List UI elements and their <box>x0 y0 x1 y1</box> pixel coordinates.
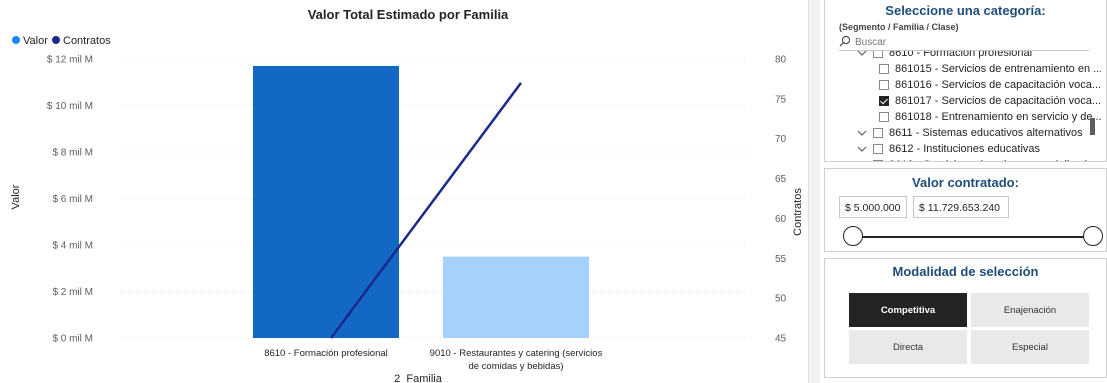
y-axis-ticks: $ 0 mil M $ 2 mil M $ 4 mil M $ 6 mil M $ 8 … <box>47 55 93 345</box>
checkbox[interactable] <box>879 80 889 90</box>
search-box[interactable] <box>839 35 1089 51</box>
checkbox[interactable] <box>879 112 889 122</box>
tile-especial[interactable]: Especial <box>971 330 1089 364</box>
min-value-input[interactable]: $ 5.000.000 <box>839 196 907 218</box>
x-axis-title: 2_Familia <box>394 373 443 383</box>
tile-directa[interactable]: Directa <box>849 330 967 364</box>
y-tick-label: $ 10 mil M <box>47 101 93 112</box>
category-slicer[interactable]: Seleccione una categoría: (Segmento / Fa… <box>824 0 1107 162</box>
panel-divider <box>808 0 820 383</box>
x-tick-label: de comidas y bebidas) <box>468 361 563 372</box>
value-slicer[interactable]: Valor contratado: $ 5.000.000 $ 11.729.6… <box>824 168 1107 252</box>
checkbox[interactable] <box>879 64 889 74</box>
y2-tick-label: 70 <box>775 134 787 145</box>
legend[interactable]: Valor Contratos <box>12 35 111 47</box>
x-axis-ticks: 8610 - Formación profesional 9010 - Resta… <box>264 348 602 372</box>
value-slicer-title: Valor contratado: <box>912 175 1019 190</box>
bar-valor[interactable] <box>253 65 399 338</box>
y2-tick-label: 60 <box>775 214 787 225</box>
tree-item-label: 861017 - Servicios de capacitación voca.… <box>895 95 1101 107</box>
tree-item[interactable]: 861015 - Servicios de entrenamiento en .… <box>879 61 1101 77</box>
legend-marker-valor <box>12 36 20 44</box>
legend-marker-contratos <box>52 36 60 44</box>
y2-tick-label: 50 <box>775 294 787 305</box>
bars[interactable] <box>253 65 589 338</box>
checkbox[interactable] <box>873 160 883 161</box>
chart-visual[interactable]: Valor Total Estimado por Familia Valor C… <box>0 0 808 383</box>
tree-item-label: 861015 - Servicios de entrenamiento en .… <box>895 63 1101 75</box>
y-tick-label: $ 2 mil M <box>52 287 93 298</box>
tree-item[interactable]: 861016 - Servicios de capacitación voca.… <box>879 77 1101 93</box>
tree-item-label: 8610 - Formación profesional <box>889 51 1033 59</box>
tree-item-label: 861016 - Servicios de capacitación voca.… <box>895 79 1101 91</box>
category-tree[interactable]: 8610 - Formación profesional 861015 - Ser… <box>839 51 1101 161</box>
tree-item[interactable]: 8611 - Sistemas educativos alternativos <box>857 125 1083 141</box>
y-tick-label: $ 6 mil M <box>52 194 93 205</box>
tree-item[interactable]: 861018 - Entrenamiento en servicio y de.… <box>879 109 1101 125</box>
y2-tick-label: 65 <box>775 174 787 185</box>
range-max-handle[interactable] <box>1083 226 1103 246</box>
modality-slicer-title: Modalidad de selección <box>892 264 1039 279</box>
y2-tick-label: 75 <box>775 94 787 105</box>
category-slicer-subtitle: (Segmento / Familia / Clase) <box>839 22 959 32</box>
y-axis-title: Valor <box>10 184 22 209</box>
chart-svg: Valor Total Estimado por Familia Valor C… <box>10 7 804 383</box>
tree-item[interactable]: 861017 - Servicios de capacitación voca.… <box>879 93 1101 109</box>
contratos-line[interactable] <box>329 82 523 339</box>
y-tick-label: $ 12 mil M <box>47 55 93 66</box>
range-min-handle[interactable] <box>843 226 863 246</box>
max-value-input[interactable]: $ 11.729.653.240 <box>913 196 1009 218</box>
tile-enajenacion[interactable]: Enajenación <box>971 293 1089 327</box>
gridlines <box>120 58 748 339</box>
y-tick-label: $ 0 mil M <box>52 334 93 345</box>
x-tick-label: 8610 - Formación profesional <box>264 348 388 359</box>
checkbox[interactable] <box>879 96 889 106</box>
tree-item-label: 8611 - Sistemas educativos alternativos <box>889 127 1083 139</box>
tile-competitiva[interactable]: Competitiva <box>849 293 967 327</box>
range-track[interactable] <box>859 236 1099 238</box>
tree-scrollbar[interactable] <box>1090 118 1095 135</box>
checkbox[interactable] <box>873 128 883 138</box>
y2-tick-label: 80 <box>775 55 787 66</box>
line-contratos[interactable] <box>329 82 523 339</box>
y2-tick-label: 45 <box>775 334 787 345</box>
legend-label-valor[interactable]: Valor <box>23 35 48 47</box>
chevron-down-icon[interactable] <box>857 51 867 58</box>
y2-tick-label: 55 <box>775 254 787 265</box>
tree-item[interactable]: 8610 - Formación profesional <box>857 51 1032 61</box>
modality-slicer[interactable]: Modalidad de selección Competitiva Enaje… <box>824 258 1107 378</box>
legend-label-contratos[interactable]: Contratos <box>63 35 111 47</box>
x-tick-label: 9010 - Restaurantes y catering (servicio… <box>430 348 603 359</box>
chevron-down-icon[interactable] <box>857 144 867 154</box>
search-icon <box>839 35 851 47</box>
bar-valor[interactable] <box>443 256 589 338</box>
tree-item[interactable]: 8612 - Instituciones educativas <box>857 141 1040 157</box>
tree-item-label: 8612 - Instituciones educativas <box>889 143 1041 155</box>
checkbox[interactable] <box>873 51 883 58</box>
chart-title: Valor Total Estimado por Familia <box>308 7 509 22</box>
chevron-down-icon[interactable] <box>857 160 867 161</box>
y-tick-label: $ 4 mil M <box>52 241 93 252</box>
checkbox[interactable] <box>873 144 883 154</box>
tree-item-label: 861018 - Entrenamiento en servicio y de.… <box>895 111 1101 123</box>
y-tick-label: $ 8 mil M <box>52 148 93 159</box>
chevron-down-icon[interactable] <box>857 128 867 138</box>
y2-axis-title: Contratos <box>792 188 804 236</box>
tree-item[interactable]: 8613 - Servicios educativos especializad… <box>857 157 1099 161</box>
y2-axis-ticks: 45 50 55 60 65 70 75 80 <box>775 55 787 345</box>
tree-item-label: 8613 - Servicios educativos especializad… <box>889 159 1099 161</box>
search-input[interactable] <box>855 35 1075 49</box>
category-slicer-title: Seleccione una categoría: <box>885 3 1046 18</box>
